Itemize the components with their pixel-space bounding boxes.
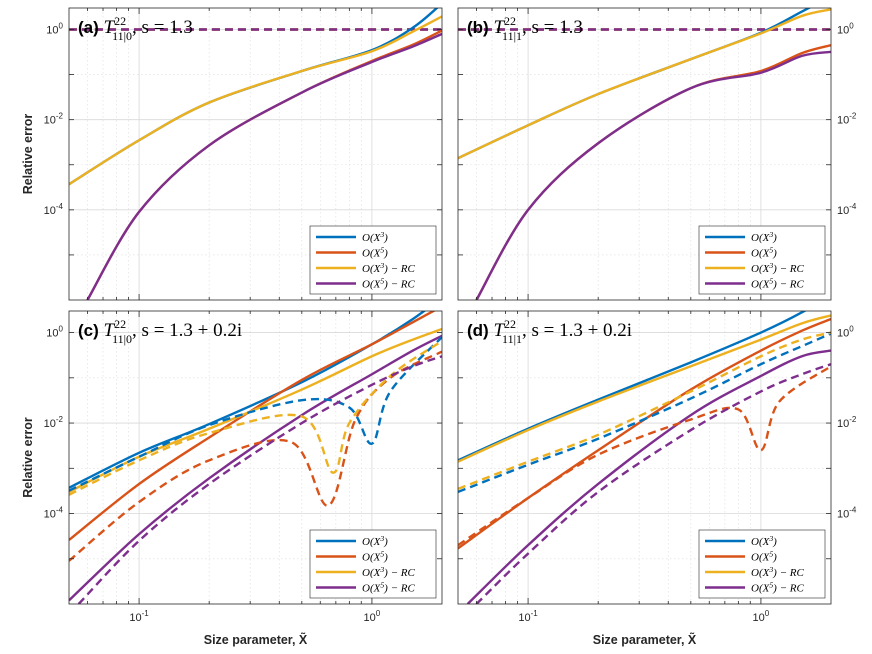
panel-title: (c) T22 11|0, s = 1.3 + 0.2i (78, 317, 242, 346)
legend-label: O(X3) − RC (751, 261, 804, 275)
legend: O(X3)O(X5) O(X3) − RCO(X5) − RC (698, 529, 826, 599)
panel-title: (b) T22 11|1, s = 1.3 (467, 14, 583, 43)
axes-box (68, 7, 443, 301)
series-line-o-x-5-rc (86, 32, 442, 300)
panel-a: 10-4 10-2 100 Relative error (a) T22 11|0, s … (21, 7, 443, 301)
y-tick-label: 10-2 (837, 112, 857, 127)
legend-label: O(X3) − RC (362, 261, 415, 275)
y-tick-label: 10-2 (837, 415, 857, 430)
legend-label: O(X5) − RC (751, 276, 804, 290)
y-tick-label: 10-2 (44, 415, 64, 430)
y-tick-label: 10-4 (837, 202, 857, 217)
y-tick-label: 100 (837, 22, 854, 37)
series-line-o-x-5-dashed (69, 350, 442, 562)
y-tick-label: 10-4 (44, 506, 64, 521)
panel-d: 10-4 10-2 100 10-1 100 Size parameter, X̃ (d) … (457, 310, 857, 647)
series-line-o-x-5-dashed (458, 365, 831, 547)
series-line-o-x-3 (69, 311, 427, 489)
series-line-o-x-3-rc (458, 8, 831, 160)
tick-marks (69, 8, 442, 300)
y-tick-label: 10-4 (44, 202, 64, 217)
legend-label: O(X5) (751, 245, 777, 259)
legend-label: O(X5) − RC (362, 580, 415, 594)
x-tick-label: 100 (753, 609, 770, 624)
x-axis-label: Size parameter, X̃ (204, 632, 308, 647)
legend: O(X3)O(X5) O(X3) − RCO(X5) − RC (309, 529, 437, 599)
series-group (458, 311, 831, 604)
tick-marks (69, 311, 442, 604)
x-axis-label: Size parameter, X̃ (593, 632, 697, 647)
legend-label: O(X3) − RC (362, 565, 415, 579)
series-line-o-x-3-rc (69, 327, 442, 494)
legend: O(X3)O(X5) O(X3) − RCO(X5) − RC (309, 225, 437, 295)
axes-box (457, 7, 832, 301)
y-tick-label: 10-2 (44, 112, 64, 127)
axes-box (68, 310, 443, 605)
series-group (69, 8, 442, 300)
series-line-o-x-3-rc (458, 314, 831, 463)
y-axis-label: Relative error (21, 114, 35, 195)
panel-title: (a) T22 11|0, s = 1.3 (78, 14, 193, 43)
series-line-o-x-5-rc-dashed (475, 363, 831, 604)
series-line-o-x-5-rc (475, 50, 831, 300)
legend-label: O(X3) (751, 230, 777, 244)
legend-label: O(X5) (362, 245, 388, 259)
x-tick-label: 10-1 (129, 609, 149, 624)
y-tick-label: 10-4 (837, 506, 857, 521)
legend-label: O(X3) (362, 534, 388, 548)
legend-label: O(X5) − RC (751, 580, 804, 594)
series-line-o-x-3-rc-dashed (69, 340, 442, 496)
legend: O(X3)O(X5) O(X3) − RCO(X5) − RC (698, 225, 826, 295)
x-tick-label: 100 (364, 609, 381, 624)
legend-label: O(X3) (751, 534, 777, 548)
x-tick-label: 10-1 (518, 609, 538, 624)
tick-marks (458, 8, 831, 300)
minor-grid (458, 8, 831, 300)
series-line-o-x-3 (458, 311, 807, 462)
tick-marks (458, 311, 831, 604)
y-axis-label: Relative error (21, 417, 35, 498)
panel-title: (d) T22 11|1, s = 1.3 + 0.2i (467, 317, 632, 346)
series-line-o-x-3-rc (69, 15, 442, 186)
series-line-o-x-5-rc (69, 334, 442, 602)
legend-label: O(X3) (362, 230, 388, 244)
y-tick-label: 100 (837, 325, 854, 340)
legend-label: O(X5) (362, 549, 388, 563)
series-group (69, 311, 442, 604)
axes-box (457, 310, 832, 605)
legend-label: O(X3) − RC (751, 565, 804, 579)
y-tick-label: 100 (46, 325, 63, 340)
panel-c: 10-4 10-2 100 10-1 100 Relative error Size par… (21, 310, 443, 647)
legend-label: O(X5) − RC (362, 276, 415, 290)
series-line-o-x-3-dashed (69, 336, 442, 492)
series-group (458, 8, 831, 300)
legend-label: O(X5) (751, 549, 777, 563)
y-tick-label: 100 (46, 22, 63, 37)
series-line-o-x-5 (69, 311, 436, 541)
